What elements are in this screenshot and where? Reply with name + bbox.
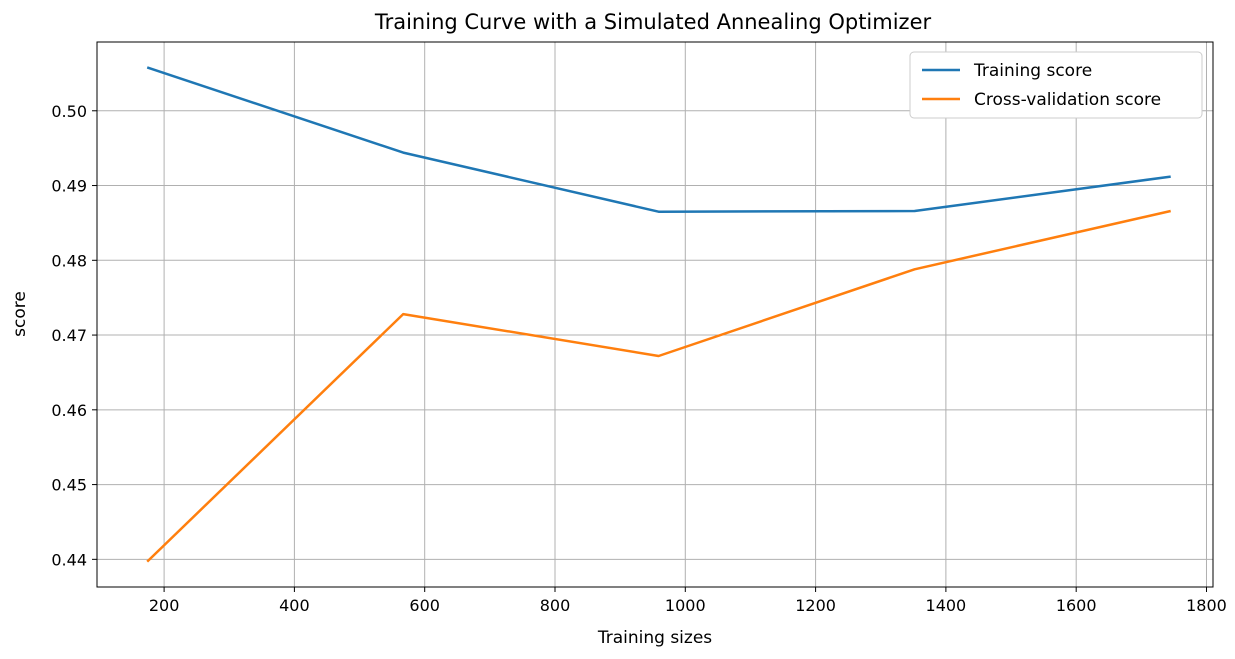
y-tick-label: 0.48 (51, 251, 87, 270)
y-tick-label: 0.44 (51, 550, 87, 569)
grid (97, 42, 1213, 587)
y-axis-label: score (10, 291, 30, 337)
legend: Training score Cross-validation score (909, 51, 1203, 119)
y-tick-label: 0.47 (51, 326, 87, 345)
x-tick-label: 200 (149, 596, 180, 615)
series-lines (146, 66, 1171, 563)
x-tick-label: 1600 (1056, 596, 1097, 615)
y-tick-label: 0.45 (51, 476, 87, 495)
x-axis-label: Training sizes (597, 628, 712, 648)
chart-title: Training Curve with a Simulated Annealin… (374, 10, 932, 34)
y-ticks: 0.44 0.45 0.46 0.47 0.48 0.49 0.50 (51, 102, 97, 569)
legend-box (909, 51, 1203, 119)
legend-label-training: Training score (973, 61, 1092, 81)
x-tick-label: 1400 (926, 596, 967, 615)
legend-label-cross-validation: Cross-validation score (974, 90, 1161, 110)
y-tick-label: 0.46 (51, 401, 87, 420)
x-tick-label: 1200 (795, 596, 836, 615)
x-ticks: 200 400 600 800 1000 1200 1400 1600 1800 (149, 587, 1227, 615)
x-tick-label: 1800 (1186, 596, 1227, 615)
x-tick-label: 600 (409, 596, 440, 615)
x-tick-label: 1000 (665, 596, 706, 615)
x-tick-label: 800 (540, 596, 571, 615)
y-tick-label: 0.49 (51, 177, 87, 196)
x-tick-label: 400 (279, 596, 310, 615)
series-line-training (146, 66, 1171, 213)
y-tick-label: 0.50 (51, 102, 87, 121)
plot-frame (96, 41, 1214, 588)
series-line-cross-validation (146, 209, 1171, 563)
